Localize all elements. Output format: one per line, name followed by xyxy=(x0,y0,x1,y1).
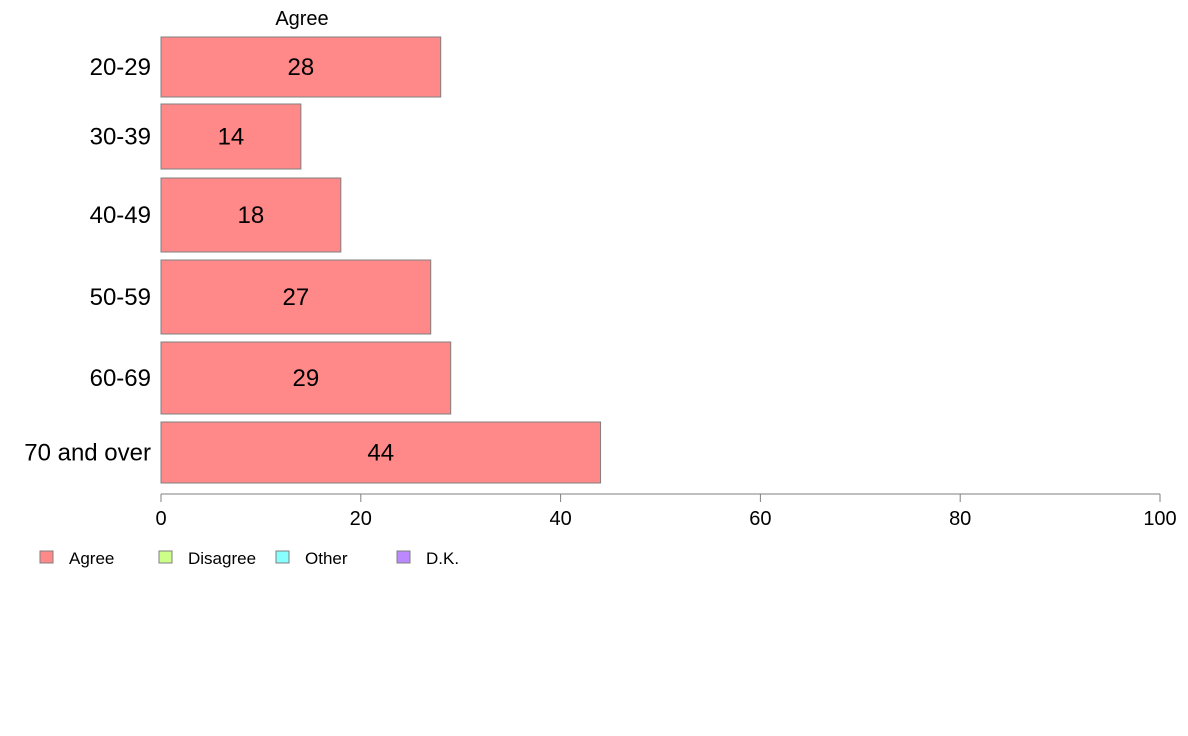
bar-value-label: 44 xyxy=(367,440,394,467)
category-label: 70 and over xyxy=(24,440,151,467)
bar-value-label: 18 xyxy=(238,202,265,229)
category-label: 40-49 xyxy=(90,202,151,229)
bar-40-49 xyxy=(160,177,342,253)
bar-value-label: 29 xyxy=(293,365,320,392)
legend-swatch xyxy=(158,550,173,564)
legend-label: Agree xyxy=(69,549,114,568)
legend-item-d-k: D.K. xyxy=(396,549,459,568)
legend-swatch xyxy=(39,550,54,564)
bar-value-label: 14 xyxy=(218,124,245,151)
bar-20-29 xyxy=(160,36,442,98)
x-tick-label: 100 xyxy=(1143,508,1176,530)
legend-item-other: Other xyxy=(275,549,348,568)
category-label: 60-69 xyxy=(90,365,151,392)
chart-title: Agree xyxy=(275,8,328,30)
bar-50-59 xyxy=(160,259,432,335)
bar-70-and-over xyxy=(160,421,602,484)
x-tick-label: 40 xyxy=(549,508,571,530)
bar-value-label: 27 xyxy=(283,284,310,311)
x-axis: 0 20 40 60 80 100 xyxy=(155,493,1177,530)
category-label: 50-59 xyxy=(90,284,151,311)
x-tick-label: 20 xyxy=(350,508,372,530)
bar-value-label: 28 xyxy=(288,54,315,81)
x-tick-label: 80 xyxy=(949,508,971,530)
legend-item-agree: Agree xyxy=(39,549,114,568)
x-tick-label: 0 xyxy=(155,508,166,530)
category-label: 20-29 xyxy=(90,54,151,81)
bar-60-69 xyxy=(160,341,452,415)
x-tick-label: 60 xyxy=(749,508,771,530)
legend-label: D.K. xyxy=(426,549,459,568)
legend-swatch xyxy=(396,550,411,564)
legend-label: Other xyxy=(305,549,348,568)
bar-30-39 xyxy=(160,103,302,170)
legend-swatch xyxy=(275,550,290,564)
legend-label: Disagree xyxy=(188,549,256,568)
legend: Agree Disagree Other D.K. xyxy=(39,549,459,568)
bars-layer: 28 20-29 14 30-39 18 40-49 27 50-59 29 60-69 44 70 … xyxy=(24,36,602,484)
category-label: 30-39 xyxy=(90,124,151,151)
legend-item-disagree: Disagree xyxy=(158,549,256,568)
